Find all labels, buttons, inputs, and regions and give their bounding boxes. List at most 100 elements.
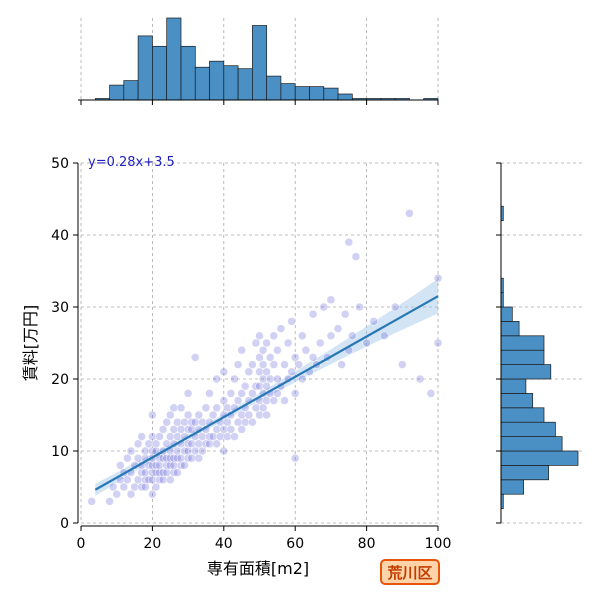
y-hist-bar-7: [500, 393, 534, 409]
scatter-point-191: [298, 331, 307, 341]
x-hist-bar-15: [294, 86, 310, 101]
scatter-point-16: [133, 453, 143, 463]
scatter-point-39: [151, 468, 161, 477]
y-tick-label-0: 0: [60, 516, 69, 532]
scatter-point-36: [148, 432, 157, 441]
scatter-point-217: [426, 389, 436, 398]
y-tick-label-20: 20: [51, 372, 69, 388]
scatter-point-31: [148, 475, 157, 485]
scatter-point-171: [265, 353, 275, 362]
scatter-point-32: [148, 468, 157, 477]
scatter-point-136: [233, 360, 243, 369]
scatter-point-45: [155, 461, 164, 470]
scatter-point-101: [194, 410, 204, 420]
scatter-point-40: [151, 461, 161, 470]
scatter-point-113: [208, 410, 218, 420]
scatter-point-187: [290, 389, 300, 398]
scatter-point-5: [116, 461, 125, 470]
scatter-point-53: [162, 468, 171, 477]
scatter-point-74: [173, 417, 182, 427]
scatter-point-50: [158, 453, 168, 463]
scatter-point-86: [183, 439, 193, 449]
scatter-point-219: [433, 273, 443, 283]
scatter-point-208: [351, 252, 361, 261]
scatter-point-175: [273, 389, 282, 398]
scatter-point-13: [130, 482, 139, 492]
scatter-point-93: [187, 417, 196, 427]
scatter-point-12: [126, 446, 136, 456]
scatter-point-165: [262, 396, 271, 405]
scatter-point-151: [251, 381, 261, 391]
scatter-point-162: [258, 360, 268, 369]
scatter-point-29: [144, 439, 154, 449]
scatter-point-107: [201, 403, 211, 413]
scatter-point-139: [237, 389, 246, 398]
scatter-point-118: [215, 432, 225, 441]
scatter-point-218: [433, 338, 443, 348]
scatter-point-212: [380, 331, 389, 341]
scatter-point-172: [269, 396, 279, 405]
scatter-point-30: [148, 489, 157, 499]
scatter-point-207: [348, 331, 357, 341]
scatter-point-189: [294, 360, 304, 369]
scatter-point-10: [126, 489, 136, 499]
scatter-point-60: [166, 453, 175, 463]
scatter-point-48: [158, 475, 168, 485]
scatter-point-37: [148, 410, 157, 420]
scatter-point-152: [251, 338, 261, 348]
x-tick-label-60: 60: [286, 536, 304, 552]
scatter-point-213: [390, 302, 400, 312]
scatter-point-72: [173, 446, 182, 456]
scatter-point-56: [162, 439, 171, 449]
scatter-point-98: [194, 453, 204, 463]
x-hist-bar-9: [209, 60, 225, 101]
scatter-point-65: [169, 461, 179, 470]
scatter-point-88: [183, 410, 193, 420]
x-hist-bar-12: [252, 25, 268, 101]
y-tick-label-50: 50: [51, 156, 69, 172]
scatter-point-44: [155, 468, 164, 477]
scatter-point-55: [162, 453, 171, 463]
scatter-point-96: [190, 417, 200, 427]
scatter-point-159: [258, 403, 268, 413]
scatter-point-43: [155, 475, 164, 485]
scatter-point-188: [290, 353, 300, 362]
scatter-point-130: [226, 389, 236, 398]
scatter-point-190: [298, 374, 307, 384]
scatter-point-90: [187, 453, 196, 463]
scatter-point-104: [198, 417, 207, 427]
y-hist-bar-1: [500, 479, 524, 495]
x-tick-label-40: 40: [215, 536, 233, 552]
scatter-point-85: [183, 446, 193, 456]
scatter-point-153: [255, 410, 264, 420]
scatter-point-79: [176, 403, 186, 413]
scatter-point-91: [187, 439, 196, 449]
x-hist-bar-6: [166, 17, 182, 101]
scatter-point-134: [233, 417, 243, 427]
scatter-point-108: [205, 439, 214, 449]
scatter-point-164: [262, 410, 271, 420]
scatter-point-186: [290, 453, 300, 463]
scatter-point-35: [148, 446, 157, 456]
scatter-point-59: [166, 461, 175, 470]
scatter-point-144: [244, 410, 254, 420]
ward-badge: 荒川区: [380, 559, 440, 585]
x-hist-bar-18: [337, 93, 353, 101]
y-hist-bar-5: [500, 421, 556, 437]
y-axis-title: 賃料[万円]: [21, 305, 40, 382]
scatter-point-128: [226, 425, 236, 434]
x-hist-bar-2: [109, 84, 125, 101]
scatter-point-150: [251, 403, 261, 413]
scatter-point-73: [173, 432, 182, 441]
y-marginal-histogram: [496, 162, 582, 524]
scatter-point-184: [287, 367, 296, 377]
scatter-point-23: [141, 475, 150, 485]
scatter-point-201: [326, 295, 336, 305]
regression-line: [94, 295, 439, 491]
scatter-point-185: [287, 317, 296, 326]
x-hist-bar-3: [123, 80, 139, 101]
scatter-point-143: [240, 381, 250, 391]
x-axis-title: 専有面積[m2]: [207, 559, 309, 578]
y-hist-bar-10: [500, 349, 545, 365]
